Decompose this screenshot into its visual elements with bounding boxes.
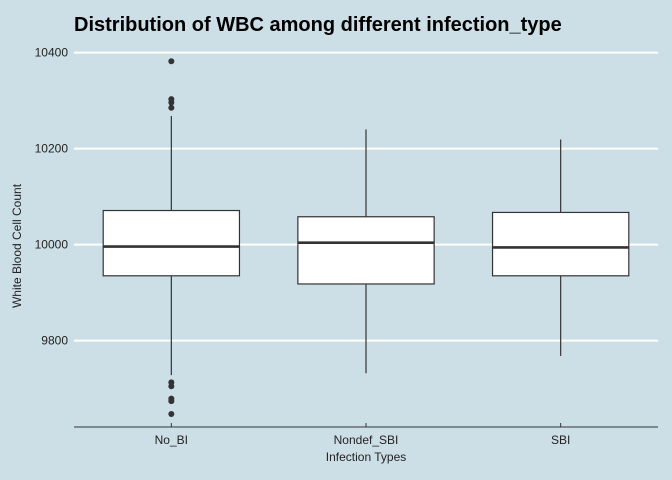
iqr-box — [102, 209, 241, 277]
x-tick-label: SBI — [551, 433, 570, 447]
box-group-sbi — [491, 139, 630, 356]
outlier-point — [168, 58, 175, 65]
outlier-point — [168, 104, 175, 111]
y-tick-label: 10400 — [35, 46, 69, 60]
chart-title: Distribution of WBC among different infe… — [74, 14, 562, 36]
box-group-nondef-sbi — [297, 129, 435, 374]
x-tick-label: Nondef_SBI — [334, 433, 399, 447]
y-axis-label: White Blood Cell Count — [10, 183, 24, 308]
iqr-box — [491, 211, 630, 277]
y-tick-label: 9800 — [41, 334, 68, 348]
outlier-point — [168, 411, 175, 418]
x-tick-label: No_BI — [155, 433, 188, 447]
iqr-box — [297, 216, 435, 285]
boxes — [102, 58, 630, 418]
y-tick-label: 10000 — [35, 238, 69, 252]
x-axis-label: Infection Types — [326, 450, 407, 464]
axes: 9800 10000 10200 10400 No_BI Nondef_SBI SBI — [35, 46, 658, 447]
outlier-point — [168, 99, 175, 106]
y-tick-label: 10200 — [35, 142, 69, 156]
outlier-point — [168, 398, 175, 405]
outlier-point — [168, 383, 175, 390]
box-group-no-bi — [102, 58, 241, 418]
